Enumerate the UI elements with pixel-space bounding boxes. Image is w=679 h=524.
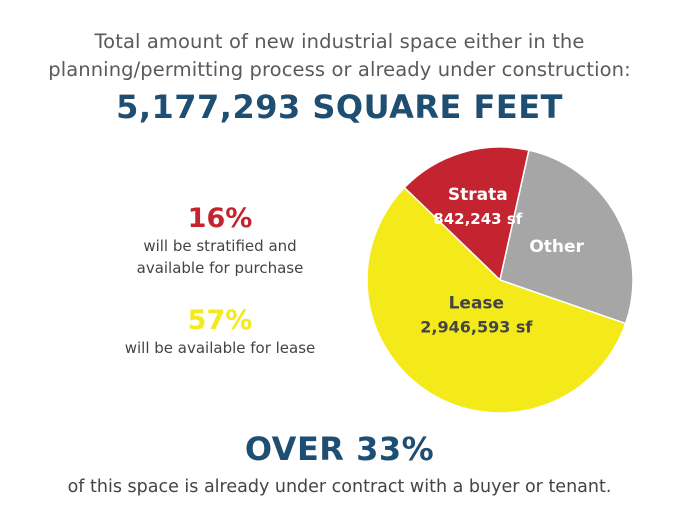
intro-line-1: Total amount of new industrial space eit… (94, 30, 585, 53)
intro-line-2: planning/permitting process or already u… (48, 58, 631, 81)
strata-stat: 16% will be stratified and available for… (95, 203, 345, 279)
pie-slice-strata (403, 146, 530, 282)
contract-percent: OVER 33% (244, 430, 435, 468)
total-square-feet-headline: 5,177,293 SQUARE FEET (116, 88, 563, 126)
strata-desc-line-1: will be stratified and (143, 237, 297, 255)
strata-percent: 16% (187, 203, 253, 234)
pie-slice-lease (366, 186, 627, 414)
pie-label-other: Other (529, 237, 584, 257)
pie-value-strata: 842,243 sf (433, 210, 522, 228)
pie-slice-other (499, 149, 634, 325)
strata-desc-line-2: available for purchase (136, 259, 304, 277)
lease-desc-line-1: will be available for lease (124, 339, 316, 357)
pie-chart: Strata 842,243 sf Other Lease 2,946,593 sf (366, 146, 634, 414)
pie-label-strata: Strata (448, 185, 508, 205)
pie-label-lease: Lease (449, 294, 504, 314)
lease-stat: 57% will be available for lease (95, 305, 345, 359)
lease-percent: 57% (187, 305, 253, 336)
pie-value-lease: 2,946,593 sf (420, 318, 533, 337)
intro-text: Total amount of new industrial space eit… (0, 28, 679, 84)
contract-description: of this space is already under contract … (67, 477, 612, 497)
